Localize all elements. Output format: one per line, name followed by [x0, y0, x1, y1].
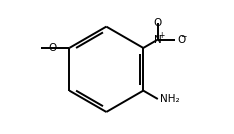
Text: O: O	[154, 18, 162, 28]
Text: O: O	[178, 35, 186, 45]
Text: +: +	[158, 31, 165, 40]
Text: N: N	[154, 35, 162, 45]
Text: O: O	[48, 43, 57, 53]
Text: NH₂: NH₂	[160, 94, 180, 104]
Text: −: −	[180, 32, 186, 41]
